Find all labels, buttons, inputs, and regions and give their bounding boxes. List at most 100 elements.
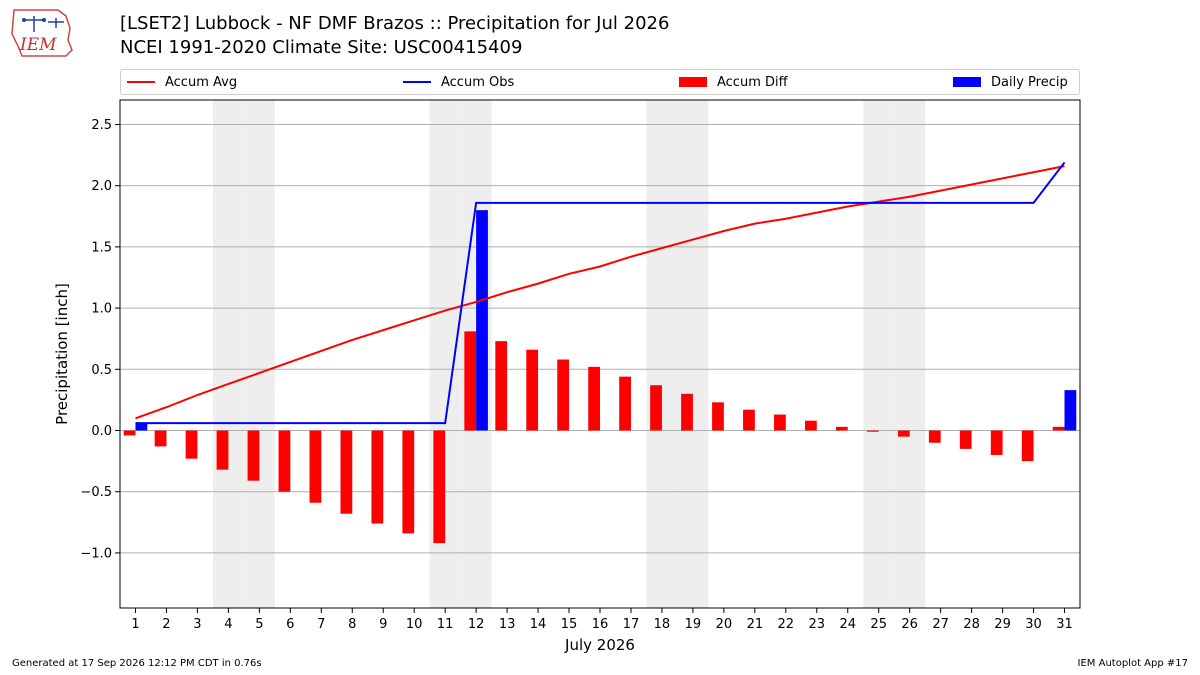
x-tick-label: 10	[406, 617, 423, 632]
app-credit: IEM Autoplot App #17	[1077, 658, 1188, 669]
x-tick-label: 8	[348, 617, 356, 632]
x-tick-label: 26	[901, 617, 918, 632]
accum-diff-bar	[681, 393, 693, 431]
accum-diff-bar	[278, 430, 291, 492]
x-tick-label: 28	[963, 617, 980, 632]
accum-diff-bar	[526, 349, 539, 431]
accum-diff-bar	[959, 430, 972, 449]
legend-label-accum-obs: Accum Obs	[441, 74, 515, 90]
x-tick-label: 5	[255, 617, 263, 632]
x-tick-label: 1	[131, 617, 139, 632]
x-tick-label: 21	[747, 617, 764, 632]
iem-logo: IEM	[11, 9, 73, 57]
y-tick-label: −0.5	[80, 485, 112, 500]
x-axis-label: July 2026	[564, 636, 635, 654]
weekend-band	[243, 100, 275, 608]
accum-diff-bar	[712, 402, 724, 431]
x-tick-label: 12	[468, 617, 485, 632]
accum-diff-bar	[402, 430, 415, 534]
accum-diff-bar	[928, 430, 941, 443]
x-tick-label: 16	[592, 617, 609, 632]
x-tick-label: 30	[1025, 617, 1042, 632]
weekend-band	[646, 100, 678, 608]
accum-diff-bar	[340, 430, 353, 514]
x-tick-label: 17	[623, 617, 640, 632]
weekend-band	[863, 100, 895, 608]
accum-diff-bar	[123, 430, 136, 436]
y-axis-label: Precipitation [inch]	[53, 283, 71, 425]
x-tick-label: 14	[530, 617, 547, 632]
accum-diff-bar	[990, 430, 1003, 455]
legend-item-accum-avg: Accum Avg	[127, 70, 237, 94]
legend-swatch-accum-diff	[679, 77, 707, 87]
accum-obs-line	[135, 161, 1066, 425]
legend-item-accum-obs: Accum Obs	[403, 70, 514, 94]
accum-diff-bar	[495, 341, 508, 431]
y-tick-label: 2.0	[91, 179, 112, 194]
chart-subtitle: NCEI 1991-2020 Climate Site: USC00415409	[120, 37, 523, 58]
weekend-band	[894, 100, 926, 608]
accum-diff-bar	[433, 430, 446, 544]
x-tick-label: 19	[685, 617, 702, 632]
x-tick-label: 11	[437, 617, 454, 632]
y-tick-label: 1.0	[91, 302, 112, 317]
daily-precip-bar	[1064, 390, 1077, 431]
x-tick-label: 25	[870, 617, 887, 632]
accum-diff-bar	[805, 420, 817, 431]
accum-diff-bar	[650, 385, 662, 431]
daily-precip-bar	[135, 423, 148, 431]
weekend-band	[677, 100, 709, 608]
daily-precip-bar	[476, 210, 488, 431]
accum-diff-bar	[464, 331, 477, 431]
legend-swatch-accum-obs	[403, 81, 431, 83]
accum-diff-bar	[185, 430, 198, 459]
y-tick-label: 1.5	[91, 240, 112, 255]
legend-item-daily-precip: Daily Precip	[953, 70, 1068, 94]
accum-diff-bar	[619, 376, 631, 431]
x-tick-label: 15	[561, 617, 578, 632]
y-tick-label: 0.5	[91, 363, 112, 378]
accum-diff-bar	[835, 426, 848, 431]
x-tick-label: 3	[193, 617, 201, 632]
x-tick-label: 29	[994, 617, 1011, 632]
accum-diff-bar	[309, 430, 322, 503]
accum-diff-bar	[216, 430, 229, 470]
legend-swatch-daily-precip	[953, 77, 981, 87]
legend-item-accum-diff: Accum Diff	[679, 70, 788, 94]
accum-diff-bar	[1021, 430, 1034, 462]
x-tick-label: 6	[286, 617, 294, 632]
accum-diff-bar	[1052, 426, 1065, 431]
legend-label-accum-avg: Accum Avg	[165, 74, 238, 90]
x-tick-label: 22	[778, 617, 795, 632]
accum-diff-bar	[371, 430, 384, 524]
legend-label-accum-diff: Accum Diff	[717, 74, 788, 90]
accum-diff-bar	[743, 409, 755, 431]
y-tick-label: −1.0	[80, 546, 112, 561]
legend-swatch-accum-avg	[127, 81, 155, 83]
iem-logo-text: IEM	[19, 35, 57, 55]
x-tick-label: 24	[839, 617, 856, 632]
x-tick-label: 18	[654, 617, 671, 632]
x-tick-label: 13	[499, 617, 516, 632]
accum-avg-line	[135, 165, 1065, 420]
x-tick-label: 23	[809, 617, 826, 632]
y-tick-label: 2.5	[91, 118, 112, 133]
accum-diff-bar	[588, 366, 600, 431]
legend-label-daily-precip: Daily Precip	[991, 74, 1068, 90]
x-tick-label: 20	[716, 617, 733, 632]
x-tick-label: 9	[379, 617, 387, 632]
x-tick-label: 31	[1056, 617, 1073, 632]
accum-diff-bar	[897, 430, 910, 437]
y-tick-label: 0.0	[91, 424, 112, 439]
accum-diff-bar	[154, 430, 167, 447]
legend: Accum Avg Accum Obs Accum Diff Daily Pre…	[120, 69, 1080, 95]
weekend-band	[212, 100, 244, 608]
generated-timestamp: Generated at 17 Sep 2026 12:12 PM CDT in…	[12, 658, 262, 669]
accum-diff-bar	[866, 430, 879, 432]
x-tick-label: 4	[224, 617, 232, 632]
x-tick-label: 27	[932, 617, 949, 632]
accum-diff-bar	[774, 414, 786, 431]
x-tick-label: 7	[317, 617, 325, 632]
accum-diff-bar	[247, 430, 260, 481]
